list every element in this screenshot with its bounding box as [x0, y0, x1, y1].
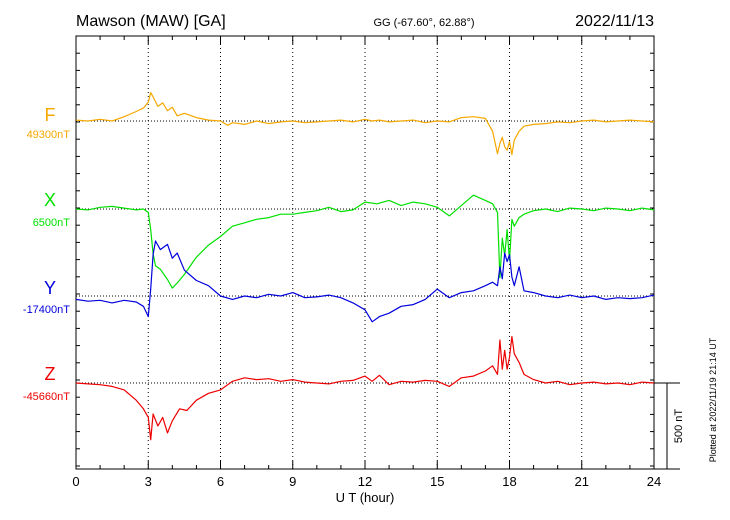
series-line-z: [75, 336, 655, 441]
ticks: [75, 35, 655, 469]
series-y: Y -17400nT: [23, 240, 655, 323]
series-layer: F 49300nT X 6500nT Y -17400nT Z -45660nT: [23, 91, 655, 441]
series-name-f: F: [45, 105, 56, 125]
scale-bar: 500 nT: [654, 382, 685, 470]
plotted-timestamp: Plotted at 2022/11/19 21:14 UT: [708, 337, 718, 462]
x-tick-label-18: 18: [502, 474, 516, 489]
scale-bar-label: 500 nT: [673, 409, 685, 444]
geo-coordinates: GG (-67.60°, 62.88°): [373, 17, 474, 29]
series-name-y: Y: [44, 278, 56, 298]
station-title: Mawson (MAW) [GA]: [76, 13, 226, 30]
series-line-f: [75, 91, 655, 156]
series-z: Z -45660nT: [23, 336, 655, 441]
x-tick-label-9: 9: [289, 474, 296, 489]
baseline-label-y: -17400nT: [23, 304, 70, 316]
series-name-x: X: [44, 190, 56, 210]
date-label: 2022/11/13: [575, 13, 654, 30]
series-name-z: Z: [45, 364, 56, 384]
series-line-x: [75, 194, 655, 289]
x-tick-label-0: 0: [72, 474, 79, 489]
x-tick-labels: 0 3 6 9 12 15 18 21 24: [72, 474, 661, 489]
x-tick-label-24: 24: [647, 474, 661, 489]
x-axis-label: U T (hour): [336, 490, 395, 505]
baseline-label-x: 6500nT: [33, 217, 71, 229]
x-tick-label-21: 21: [575, 474, 589, 489]
grid: [147, 36, 583, 469]
x-tick-label-12: 12: [358, 474, 372, 489]
x-tick-label-3: 3: [145, 474, 152, 489]
baseline-label-f: 49300nT: [27, 129, 71, 141]
series-line-y: [75, 240, 655, 323]
series-x: X 6500nT: [33, 190, 655, 289]
x-tick-label-6: 6: [217, 474, 224, 489]
series-f: F 49300nT: [27, 91, 655, 156]
baseline-label-z: -45660nT: [23, 391, 70, 403]
x-tick-label-15: 15: [430, 474, 444, 489]
